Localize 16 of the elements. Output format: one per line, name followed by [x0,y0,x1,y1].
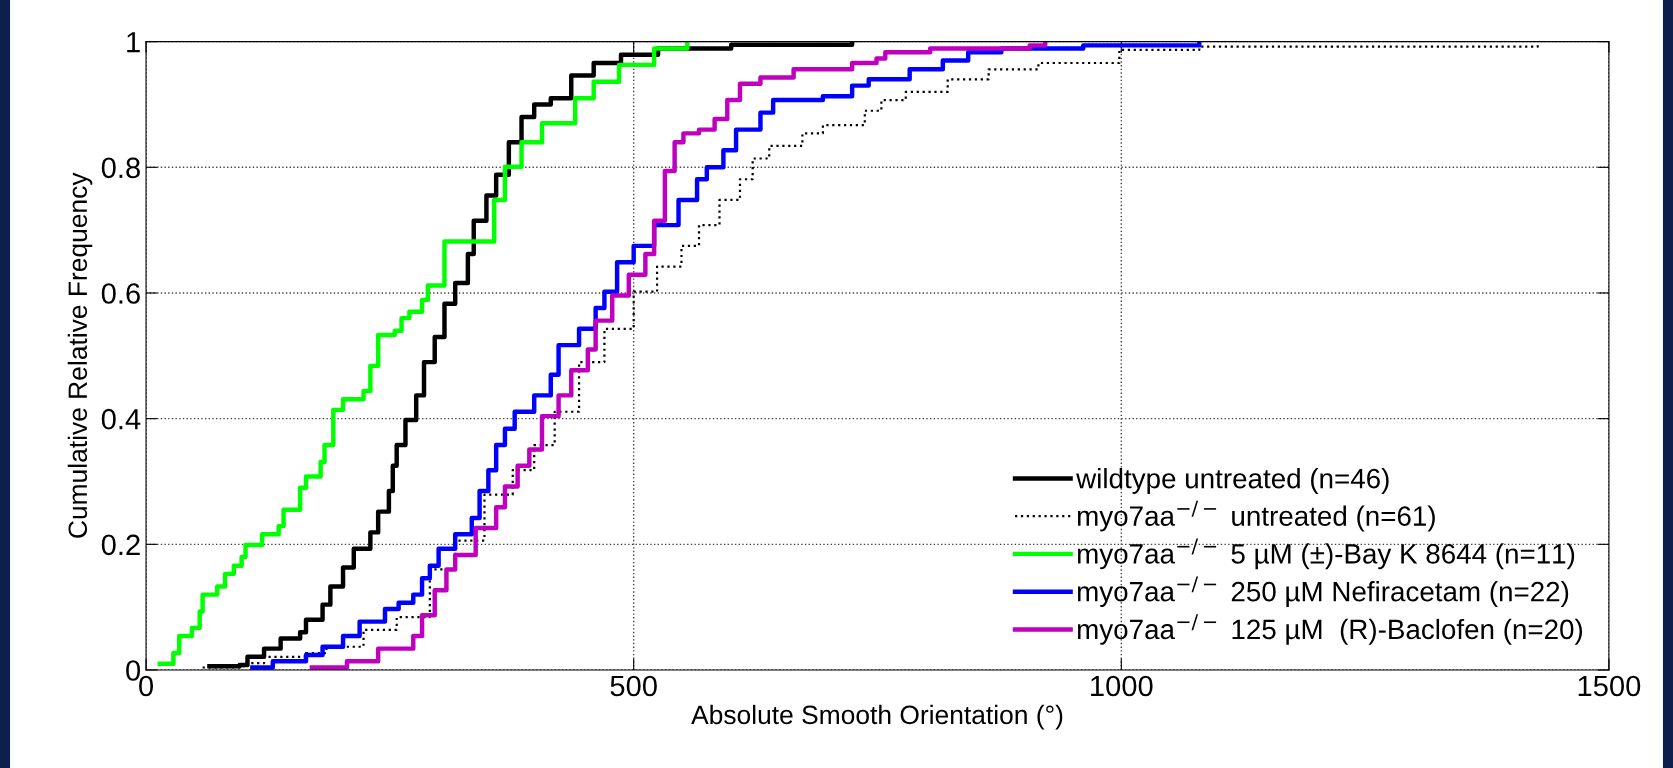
x-axis-title: Absolute Smooth Orientation (°) [691,704,1063,730]
y-tick-label: 0.8 [101,157,140,179]
legend-label: wildtype untreated (n=46) [1076,468,1389,494]
x-tick-label: 1500 [1578,675,1641,697]
legend-label: myo7aa$^{−/−}$ 250 µM Nefiracetam (n=22) [1077,576,1569,607]
y-tick-label: 1 [127,32,140,53]
legend-label: myo7aa$^{−/−}$ 125 µM (R)-Baclofen (n=20) [1077,614,1583,645]
y-tick-label: 0.4 [101,408,141,430]
x-tick-label: 1000 [1091,675,1153,697]
legend-label: myo7aa$^{−/−}$ 5 µM (±)-Bay K 8644 (n=11) [1077,538,1575,570]
x-tick-label: 500 [610,675,657,697]
legend-label: myo7aa$^{−/−}$ untreated (n=61) [1077,500,1435,532]
y-tick-label: 0.2 [101,534,140,556]
y-tick-label: 0.6 [101,283,140,304]
y-tick-label: 0 [126,660,141,681]
y-axis-title: Cumulative Relative Frequency [67,172,93,538]
